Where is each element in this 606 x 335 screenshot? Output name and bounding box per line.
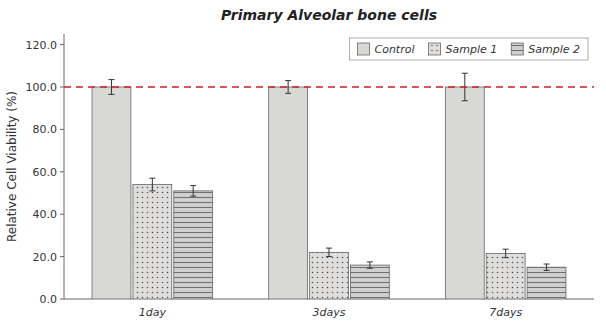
- bar: [92, 87, 131, 299]
- y-axis-line: [64, 34, 65, 299]
- error-bar: [503, 249, 509, 257]
- error-bar: [367, 262, 373, 268]
- x-tick-label: 1day: [139, 306, 167, 319]
- bar: [445, 87, 484, 299]
- y-tick-label: 80.0: [33, 123, 58, 136]
- error-cap: [149, 178, 155, 179]
- error-cap: [285, 93, 291, 94]
- plot-area: [64, 73, 594, 299]
- bar: [310, 252, 349, 299]
- error-cap: [149, 190, 155, 191]
- legend-label: Sample 2: [528, 43, 580, 56]
- error-bar: [190, 186, 196, 197]
- error-cap: [462, 73, 468, 74]
- error-bar: [326, 248, 332, 256]
- bar: [486, 253, 525, 299]
- error-cap: [367, 268, 373, 269]
- error-stem: [288, 81, 289, 94]
- error-stem: [111, 80, 112, 95]
- reference-line: [64, 86, 594, 87]
- error-bar: [544, 264, 550, 270]
- error-bar: [149, 178, 155, 191]
- error-cap: [544, 264, 550, 265]
- error-stem: [193, 186, 194, 197]
- error-cap: [544, 270, 550, 271]
- y-tick: [60, 214, 64, 215]
- y-axis: 0.0 20.0 40.0 60.0 80.0 100.0 120.0: [26, 34, 65, 306]
- y-tick: [60, 44, 64, 45]
- y-tick-label: 0.0: [40, 293, 58, 306]
- y-tick: [60, 129, 64, 130]
- error-cap: [503, 257, 509, 258]
- y-tick: [60, 256, 64, 257]
- y-tick-label: 100.0: [26, 81, 58, 94]
- y-tick-label: 20.0: [33, 251, 58, 264]
- y-tick-label: 40.0: [33, 208, 58, 221]
- error-cap: [108, 94, 114, 95]
- title: Primary Alveolar bone cells: [221, 7, 437, 23]
- chart-container: Primary Alveolar bone cells Relative Cell…: [0, 0, 606, 335]
- error-cap: [285, 80, 291, 81]
- legend-label: Sample 1: [446, 43, 498, 56]
- bar: [174, 191, 213, 299]
- x-tick-label: 7days: [489, 306, 522, 319]
- bar: [133, 185, 172, 299]
- legend-swatch: [429, 43, 441, 55]
- error-stem: [546, 264, 547, 270]
- y-axis-label: Relative Cell Viability (%): [5, 91, 19, 242]
- legend-label: Control: [374, 43, 414, 56]
- y-tick: [60, 87, 64, 88]
- error-stem: [329, 248, 330, 256]
- error-cap: [190, 185, 196, 186]
- error-stem: [505, 249, 506, 257]
- y-tick: [60, 299, 64, 300]
- bar: [527, 267, 566, 299]
- error-cap: [462, 100, 468, 101]
- bar: [350, 265, 389, 299]
- error-cap: [326, 248, 332, 249]
- error-cap: [503, 249, 509, 250]
- y-tick-label: 120.0: [26, 39, 58, 52]
- error-cap: [326, 256, 332, 257]
- y-tick: [60, 171, 64, 172]
- bar: [269, 87, 308, 299]
- legend-swatch: [511, 43, 523, 55]
- chart-svg: Primary Alveolar bone cells Relative Cell…: [0, 0, 606, 335]
- error-stem: [369, 262, 370, 268]
- legend: Control Sample 1 Sample 2: [349, 38, 588, 60]
- error-stem: [152, 178, 153, 191]
- error-cap: [190, 196, 196, 197]
- legend-frame: [349, 38, 588, 60]
- legend-swatch: [357, 43, 369, 55]
- error-cap: [367, 261, 373, 262]
- error-cap: [108, 79, 114, 80]
- x-tick-label: 3days: [313, 306, 346, 319]
- y-tick-label: 60.0: [33, 166, 58, 179]
